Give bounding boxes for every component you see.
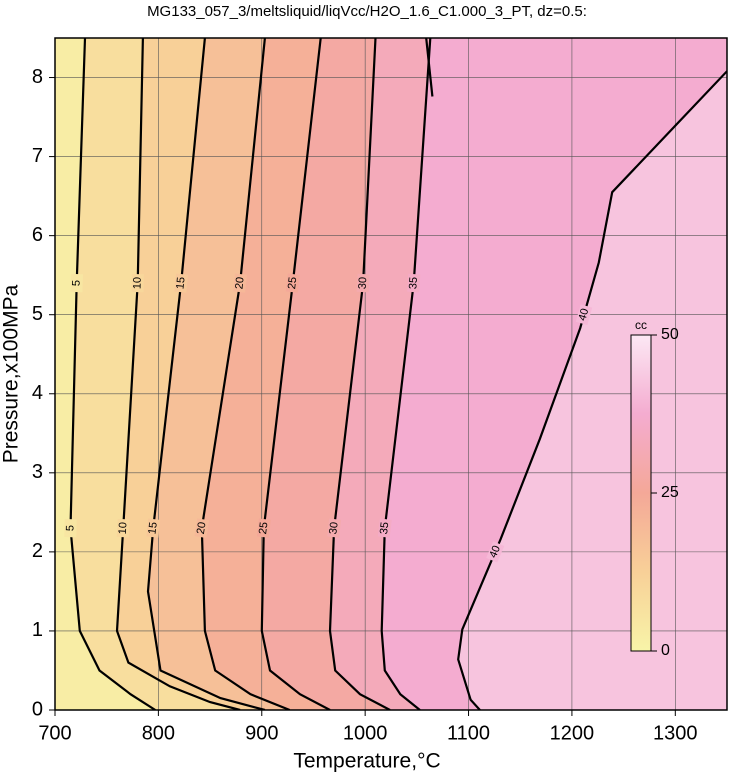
colorbar-tick-label: 50	[661, 326, 679, 343]
contour-label: 10	[117, 522, 130, 535]
contour-label: 40	[487, 544, 503, 560]
x-tick-label: 900	[245, 722, 278, 744]
contour-label: 5	[71, 280, 83, 287]
y-tick-label: 4	[32, 382, 43, 404]
contour-label-bg	[64, 519, 77, 538]
contour-label-bg	[575, 304, 593, 326]
contour-label-bg	[377, 518, 392, 538]
contour-line	[457, 70, 727, 710]
colorbar	[630, 334, 652, 652]
contour-line	[115, 38, 241, 710]
contour-label-bg	[174, 273, 188, 293]
y-tick-label: 2	[32, 540, 43, 562]
plot-frame	[54, 37, 728, 711]
contour-label: 10	[131, 277, 143, 290]
contour-fill	[55, 38, 727, 710]
contour-label: 35	[407, 277, 420, 290]
x-tick-label: 800	[142, 722, 175, 744]
contour-label-bg	[407, 273, 421, 293]
y-tick-label: 7	[32, 145, 43, 167]
contour-fill	[55, 38, 727, 710]
contour-label: 5	[64, 525, 76, 531]
colorbar-tick-label: 0	[661, 642, 670, 659]
colorbar-label: cc	[635, 318, 647, 332]
contour-label: 30	[327, 521, 340, 535]
x-tick-label: 1300	[653, 722, 698, 744]
x-tick-label: 700	[38, 722, 71, 744]
contour-label-bg	[285, 273, 300, 293]
y-tick-label: 0	[32, 698, 43, 720]
overlay: 700 800 900 1000 1100 1200 1300012345678cc0255…	[32, 37, 728, 744]
x-axis-label: Temperature,°C	[293, 750, 440, 773]
contour-label-bg	[486, 541, 505, 563]
contour-label: 25	[257, 521, 270, 535]
plot-area: 5 5 10 10 15 15 20 20 25 25 30 30 35 35 40 40	[55, 38, 727, 710]
contour-label-bg	[131, 273, 144, 293]
contour-label-bg	[233, 273, 247, 293]
contour-label-bg	[70, 273, 84, 293]
y-tick-label: 6	[32, 224, 43, 246]
contour-label-bg	[146, 518, 161, 538]
chart-title: MG133_057_3/meltsliquid/liqVcc/H2O_1.6_C…	[147, 3, 587, 20]
contour-label: 40	[576, 307, 591, 322]
contour-label: 35	[378, 521, 391, 535]
contour-label: 25	[286, 276, 299, 290]
contour-label-bg	[194, 518, 210, 538]
contour-label-bg	[327, 518, 342, 538]
contour-label: 30	[357, 277, 370, 290]
contour-label: 15	[174, 276, 187, 289]
contour-label-bg	[356, 273, 370, 293]
y-axis-label: Pressure,x100MPa	[0, 284, 23, 463]
y-tick-label: 3	[32, 461, 43, 483]
contour-label: 20	[233, 276, 246, 289]
contour-label: 20	[195, 521, 209, 535]
y-tick-label: 8	[32, 66, 43, 88]
x-tick-label: 1200	[550, 722, 595, 744]
x-tick-label: 1000	[343, 722, 388, 744]
contour-label: 15	[146, 521, 159, 535]
y-tick-label: 5	[32, 303, 43, 325]
contour-label-bg	[116, 518, 130, 538]
contour-label-bg	[256, 518, 271, 538]
colorbar-tick-label: 25	[661, 484, 679, 501]
x-tick-label: 1100	[447, 722, 490, 744]
y-tick-label: 1	[32, 619, 43, 641]
contour-line	[425, 38, 434, 97]
